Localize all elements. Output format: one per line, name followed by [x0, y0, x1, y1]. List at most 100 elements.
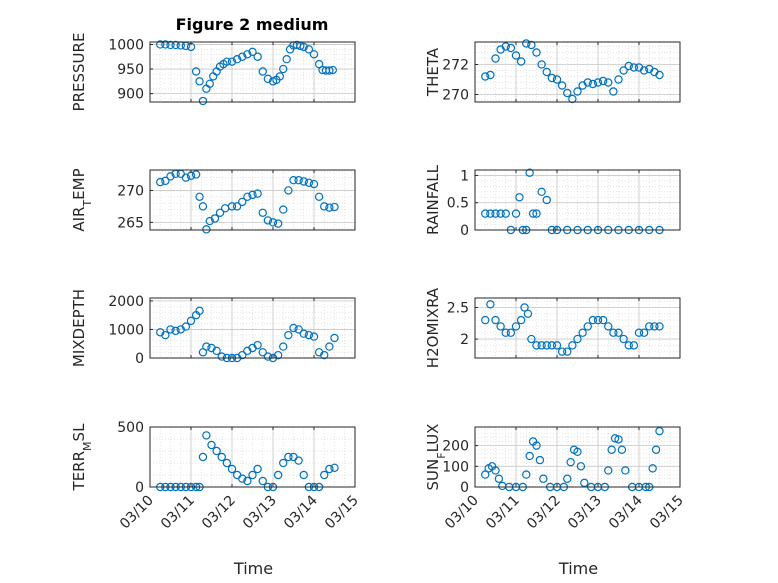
y-tick-label: 272: [442, 58, 469, 74]
data-point: [217, 352, 226, 361]
data-point: [215, 208, 225, 217]
data-point: [486, 70, 495, 80]
data-point: [238, 474, 247, 483]
y-tick-label: 1000: [108, 37, 144, 53]
data-point: [537, 341, 546, 350]
y-tick-label: 950: [117, 62, 144, 78]
data-point: [525, 168, 534, 177]
panel-rainfall: 0 0.5 1 RAINFALL: [424, 164, 681, 239]
x-tick-label: 03/11: [483, 493, 523, 533]
data-point: [486, 209, 495, 218]
data-point: [542, 67, 551, 77]
data-point: [279, 64, 288, 74]
data-point: [161, 330, 170, 340]
data-point: [573, 447, 582, 457]
data-point: [253, 340, 262, 350]
data-point: [289, 323, 298, 333]
data-point: [573, 334, 582, 344]
data-point: [284, 186, 293, 195]
y-tick-label: 200: [442, 439, 469, 455]
axes-box: [474, 169, 681, 231]
data-point: [309, 179, 319, 189]
data-point: [506, 43, 516, 53]
data-point: [248, 190, 257, 200]
data-point: [650, 322, 659, 331]
data-point: [289, 176, 298, 185]
data-point: [279, 342, 288, 351]
data-point: [304, 45, 314, 54]
x-tick-label: 03/15: [322, 493, 362, 533]
data-point: [238, 52, 247, 61]
data-point: [243, 192, 252, 202]
data-point: [320, 202, 329, 211]
data-point: [501, 328, 510, 337]
data-point: [181, 173, 191, 182]
data-point: [205, 216, 214, 226]
data-point: [506, 328, 516, 337]
figure-title: Figure 2 medium: [176, 15, 329, 34]
x-tick-label: 03/10: [117, 493, 157, 533]
x-tick-label: 03/12: [199, 493, 239, 533]
y-tick-label: 0: [135, 351, 144, 367]
data-point: [166, 172, 175, 181]
data-point: [629, 63, 639, 72]
x-tick-label: 03/12: [524, 493, 564, 533]
data-point: [491, 209, 500, 218]
x-tick-label: 03/11: [158, 493, 198, 533]
y-tick-label: 1: [460, 168, 469, 184]
data-point: [166, 325, 175, 334]
y-axis-label: AIRTEMP: [70, 168, 94, 231]
data-point: [156, 177, 165, 187]
data-point: [557, 347, 567, 356]
data-point: [309, 332, 319, 341]
data-point: [527, 334, 536, 344]
data-point: [542, 195, 551, 205]
y-axis-label: RAINFALL: [424, 164, 442, 235]
panel-air-temp: 265 270 AIRTEMP: [70, 168, 356, 234]
data-point: [299, 329, 308, 338]
x-tick-label: 03/15: [647, 493, 687, 533]
data-point: [273, 350, 283, 360]
data-point: [494, 474, 504, 483]
data-point: [496, 209, 505, 218]
data-point: [563, 474, 572, 483]
data-point: [330, 202, 339, 212]
y-tick-label: 100: [442, 459, 469, 475]
data-point: [624, 341, 633, 350]
data-point: [205, 79, 214, 89]
data-point: [491, 466, 500, 475]
data-point: [273, 470, 283, 480]
data-point: [542, 341, 551, 350]
data-point: [299, 470, 308, 480]
data-point: [171, 326, 180, 336]
data-point: [645, 322, 654, 331]
data-point: [547, 73, 557, 83]
panel-h2omixra: 2 2.5 H2OMIXRA: [424, 287, 681, 368]
data-point: [284, 330, 293, 340]
data-point: [481, 315, 490, 325]
data-point: [320, 470, 329, 480]
axes-box: [149, 426, 356, 488]
data-point: [547, 341, 557, 350]
data-point: [263, 352, 273, 361]
data-point: [320, 350, 329, 360]
data-point: [614, 328, 623, 337]
data-point: [573, 87, 582, 96]
data-point: [576, 462, 586, 471]
y-tick-label: 0: [460, 480, 469, 496]
data-point: [491, 315, 500, 325]
data-point: [210, 214, 220, 223]
x-tick-label: 03/13: [565, 493, 605, 533]
y-tick-label: 265: [117, 215, 144, 231]
data-point: [522, 39, 531, 48]
data-point: [557, 81, 567, 90]
data-point: [275, 72, 285, 81]
data-point: [523, 309, 533, 318]
data-point: [516, 57, 526, 66]
data-point: [258, 208, 267, 217]
data-point: [568, 341, 577, 350]
data-point: [227, 57, 237, 66]
data-point: [166, 40, 175, 50]
data-point: [243, 476, 252, 486]
data-point: [525, 451, 534, 461]
